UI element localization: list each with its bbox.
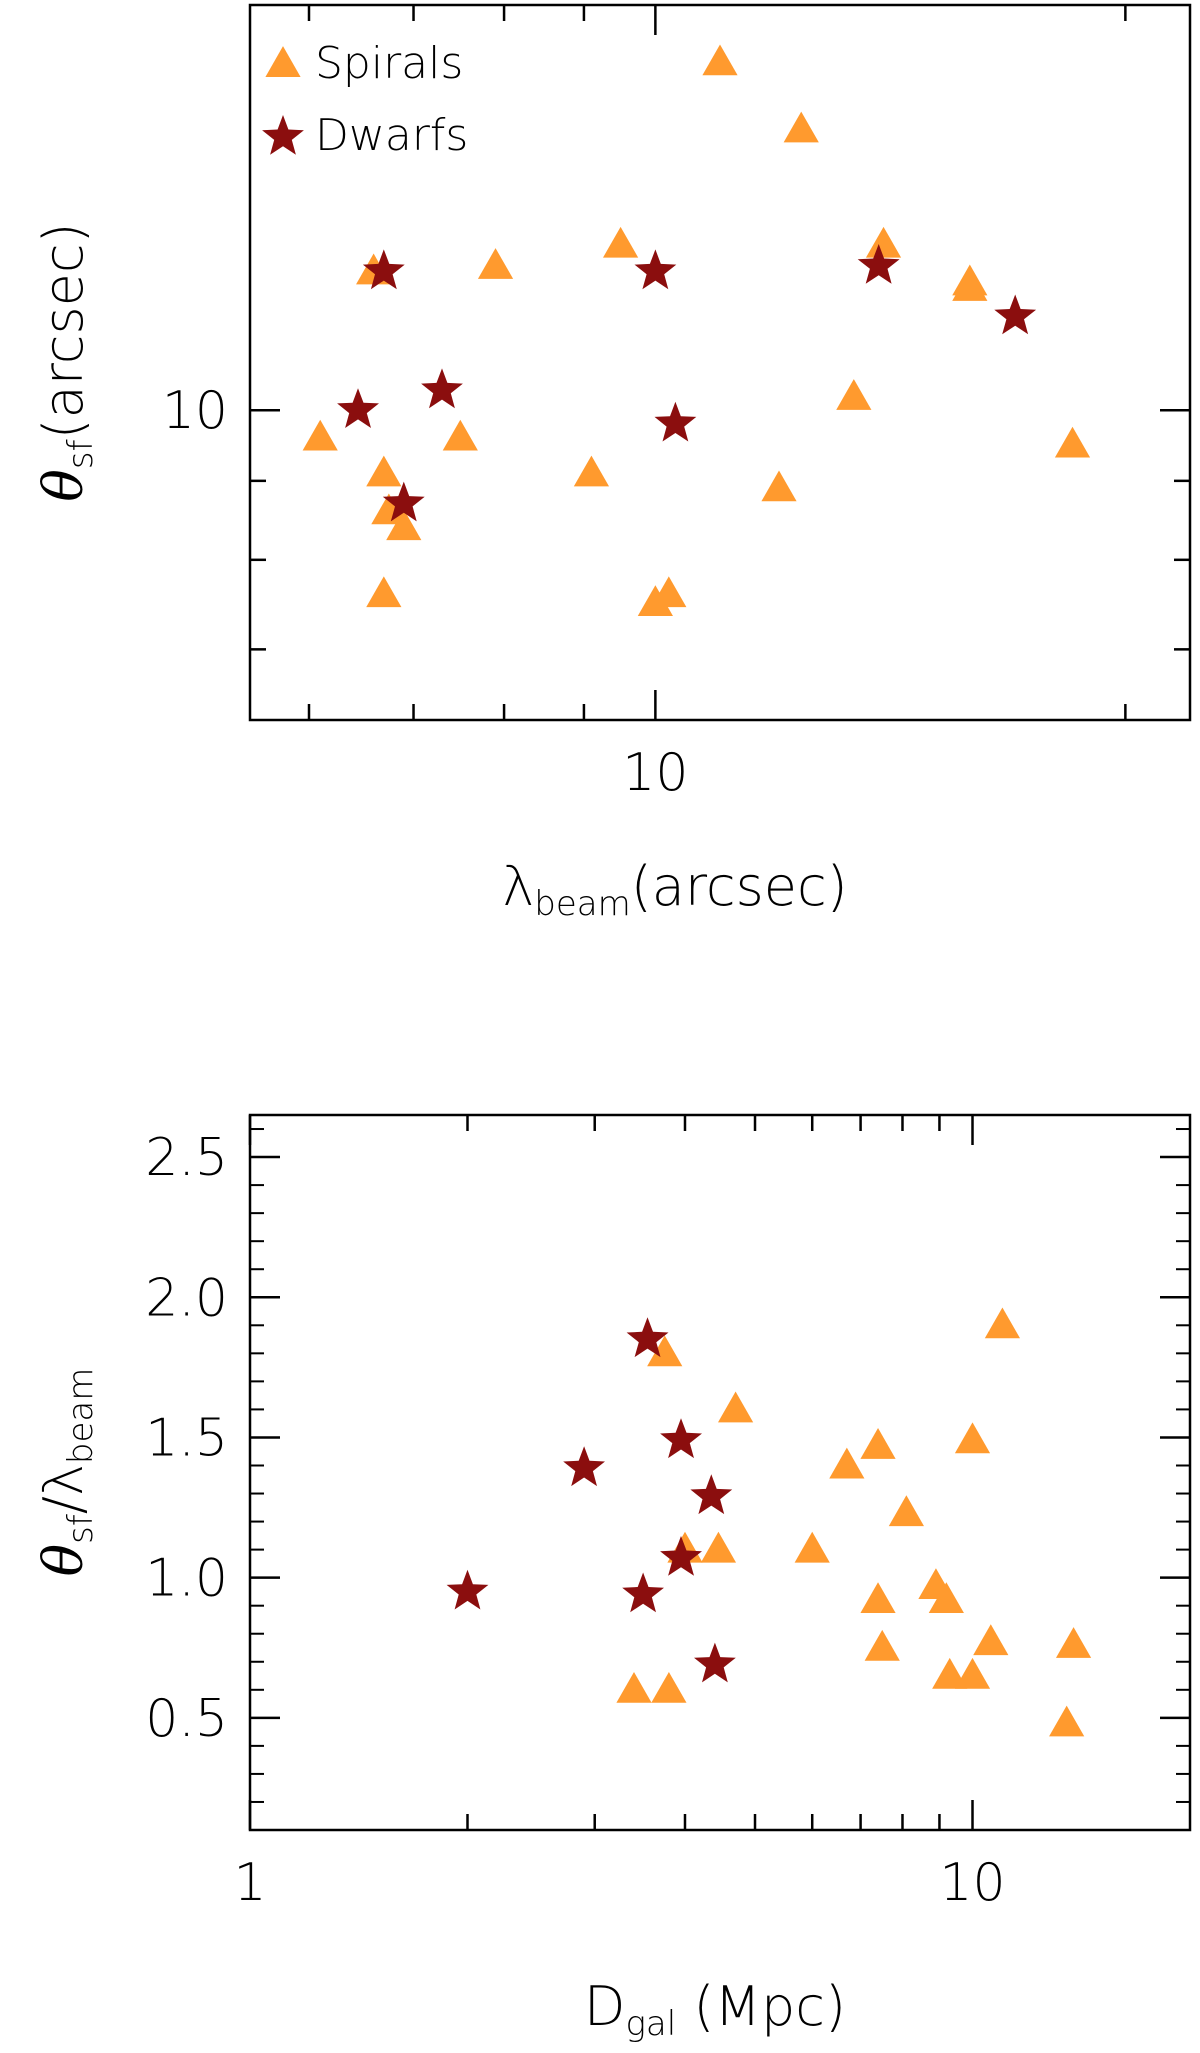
spiral-point	[477, 248, 514, 279]
top-ticks: 10 10	[162, 5, 1190, 803]
bottom-x-label-tail: (Mpc)	[676, 1975, 846, 2038]
dwarf-point	[634, 249, 677, 290]
spiral-point	[928, 1582, 964, 1614]
spiral-point	[442, 419, 478, 451]
dwarf-point	[690, 1474, 733, 1515]
x-tick-label: 10	[939, 1853, 1005, 1913]
legend-dwarfs-label: Dwarfs	[315, 110, 468, 161]
bottom-scatter-panel: 1 10 0.5 1.0 1.5 2.0 2.5 Dgal (Mpc) θsf/λbeam	[32, 1113, 1192, 2044]
bottom-y-label-main: θ	[32, 1544, 95, 1577]
top-x-axis-label: λbeam(arcsec)	[502, 855, 847, 924]
spiral-point	[888, 1495, 924, 1527]
spiral-point	[616, 1671, 652, 1703]
bottom-y-label-mid: /λ	[32, 1464, 95, 1514]
spiral-point	[717, 1391, 754, 1423]
spiral-point	[860, 1428, 896, 1459]
top-y-label-main: θ	[32, 469, 95, 502]
dwarf-point	[362, 249, 405, 290]
spiral-point	[864, 1629, 900, 1661]
dwarf-point	[994, 294, 1037, 335]
spiral-point	[366, 576, 402, 608]
dwarf-point	[660, 1418, 702, 1459]
legend-spirals-label: Spirals	[315, 38, 463, 89]
spiral-point	[932, 1657, 968, 1689]
dwarf-point	[421, 368, 463, 409]
dwarf-point	[446, 1569, 489, 1610]
spiral-point	[952, 270, 988, 301]
spiral-point	[651, 576, 687, 608]
bottom-y-label-sub2: beam	[61, 1368, 101, 1464]
y-tick-label: 2.0	[145, 1268, 228, 1328]
spiral-point	[700, 1531, 737, 1563]
spiral-point	[1049, 1705, 1085, 1737]
spiral-point	[702, 44, 738, 76]
x-tick-label: 1	[233, 1853, 266, 1913]
spiral-point	[954, 1657, 991, 1689]
legend: Spirals Dwarfs	[262, 38, 468, 161]
dwarf-point	[622, 1572, 664, 1613]
bottom-data-marks	[446, 1307, 1092, 1737]
y-tick-label: 2.5	[145, 1128, 228, 1188]
top-y-axis-label: θsf(arcsec)	[32, 222, 101, 501]
dwarf-point	[660, 1536, 702, 1576]
y-tick-label: 0.5	[145, 1689, 228, 1749]
y-tick-label: 10	[162, 381, 228, 441]
spiral-point	[761, 470, 797, 502]
spiral-point	[954, 1422, 991, 1454]
bottom-x-label-sub: gal	[626, 2004, 677, 2044]
dwarf-point	[563, 1446, 605, 1487]
spiral-point	[602, 226, 639, 258]
spiral-point	[573, 455, 610, 487]
spiral-point	[829, 1447, 865, 1479]
spiral-point	[973, 1624, 1009, 1656]
legend-triangle-marker	[265, 46, 301, 77]
dwarf-point	[337, 388, 379, 428]
top-x-label-main: λ	[502, 855, 534, 918]
dwarf-point	[654, 401, 697, 442]
spiral-point	[984, 1307, 1021, 1339]
top-x-label-tail: (arcsec)	[631, 855, 848, 918]
bottom-y-axis-label: θsf/λbeam	[32, 1368, 101, 1577]
top-data-marks	[302, 44, 1091, 617]
spiral-point	[302, 419, 338, 451]
dwarf-point	[694, 1642, 736, 1683]
bottom-x-label-main: D	[584, 1975, 626, 2038]
bottom-x-axis-label: Dgal (Mpc)	[584, 1975, 846, 2044]
spiral-point	[647, 1335, 683, 1367]
dwarf-point	[382, 481, 425, 522]
spiral-point	[860, 1582, 896, 1614]
top-y-label-tail: (arcsec)	[32, 222, 95, 439]
legend-star-marker	[262, 115, 304, 155]
spiral-point	[836, 379, 872, 410]
top-x-label-sub: beam	[534, 884, 630, 924]
legend-dwarfs-marker	[262, 115, 304, 155]
bottom-y-label-sub: sf	[61, 1514, 101, 1544]
spiral-point	[794, 1531, 830, 1563]
spiral-point	[651, 1671, 687, 1703]
bottom-ticks: 1 10 0.5 1.0 1.5 2.0 2.5	[145, 1115, 1190, 1913]
spiral-point	[386, 509, 422, 541]
top-plot-frame	[248, 3, 1192, 722]
spiral-point	[783, 111, 819, 143]
x-tick-label: 10	[622, 743, 688, 803]
spiral-point	[1054, 426, 1091, 458]
top-y-label-sub: sf	[61, 439, 101, 469]
dwarf-point	[857, 244, 900, 284]
legend-spirals-marker	[265, 46, 301, 77]
spiral-point	[865, 226, 902, 258]
y-tick-label: 1.0	[145, 1549, 228, 1609]
bottom-plot-frame	[248, 1113, 1192, 1832]
spiral-point	[1055, 1627, 1092, 1658]
dwarf-point	[626, 1317, 669, 1358]
y-tick-label: 1.5	[145, 1408, 228, 1468]
spiral-point	[366, 455, 402, 487]
